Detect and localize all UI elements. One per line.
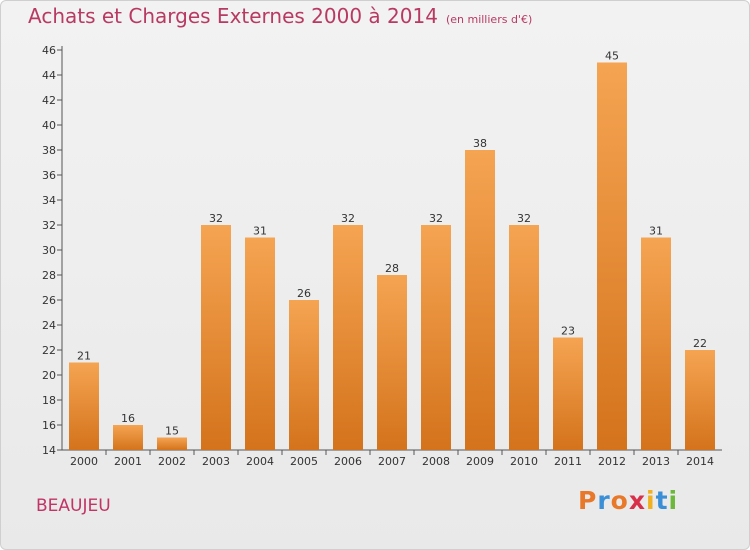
x-tick-label: 2009: [466, 455, 494, 468]
chart-title-text: Achats et Charges Externes 2000 à 2014: [28, 4, 438, 28]
y-tick-label: 36: [42, 169, 56, 182]
bar: [333, 225, 363, 450]
data-label: 32: [429, 212, 443, 225]
proxiti-logo: Proxiti: [578, 486, 678, 515]
x-tick-label: 2000: [70, 455, 98, 468]
data-label: 15: [165, 425, 179, 438]
x-tick-label: 2004: [246, 455, 274, 468]
data-label: 28: [385, 262, 399, 275]
y-tick-label: 18: [42, 394, 56, 407]
logo-letter: r: [597, 486, 611, 515]
y-tick-label: 28: [42, 269, 56, 282]
bar: [509, 225, 539, 450]
data-label: 26: [297, 287, 311, 300]
data-label: 21: [77, 350, 91, 363]
data-label: 45: [605, 50, 619, 63]
chart-unit-subtitle: (en milliers d'€): [445, 13, 533, 26]
bar: [69, 362, 99, 450]
bar: [377, 275, 407, 450]
logo-letter: x: [628, 486, 646, 515]
x-tick-label: 2003: [202, 455, 230, 468]
data-label: 32: [341, 212, 355, 225]
bar: [289, 300, 319, 450]
bar: [685, 350, 715, 450]
y-tick-label: 30: [42, 244, 56, 257]
y-tick-label: 14: [42, 444, 56, 457]
data-label: 32: [209, 212, 223, 225]
data-label: 31: [649, 225, 663, 238]
data-label: 32: [517, 212, 531, 225]
logo-letter: i: [668, 486, 679, 515]
x-tick-label: 2002: [158, 455, 186, 468]
y-tick-label: 44: [42, 69, 56, 82]
logo-letter: i: [646, 486, 656, 515]
x-tick-label: 2005: [290, 455, 318, 468]
x-tick-label: 2011: [554, 455, 582, 468]
logo-letter: o: [610, 486, 629, 515]
y-tick-label: 26: [42, 294, 56, 307]
y-tick-label: 24: [42, 319, 56, 332]
bar: [113, 425, 143, 450]
data-label: 23: [561, 325, 575, 338]
y-tick-label: 16: [42, 419, 56, 432]
data-label: 16: [121, 412, 135, 425]
bar: [553, 337, 583, 450]
bar: [465, 150, 495, 450]
x-tick-label: 2010: [510, 455, 538, 468]
y-tick-label: 34: [42, 194, 56, 207]
chart-title: Achats et Charges Externes 2000 à 2014 (e…: [28, 4, 532, 28]
bar: [201, 225, 231, 450]
y-tick-label: 40: [42, 119, 56, 132]
x-tick-label: 2013: [642, 455, 670, 468]
y-tick-label: 20: [42, 369, 56, 382]
logo-letter: t: [655, 486, 669, 515]
x-tick-label: 2006: [334, 455, 362, 468]
y-tick-label: 22: [42, 344, 56, 357]
data-label: 31: [253, 225, 267, 238]
y-tick-label: 42: [42, 94, 56, 107]
x-tick-label: 2014: [686, 455, 714, 468]
bar: [245, 237, 275, 450]
y-tick-label: 46: [42, 44, 56, 57]
data-label: 22: [693, 337, 707, 350]
y-tick-label: 32: [42, 219, 56, 232]
y-tick-label: 38: [42, 144, 56, 157]
x-tick-label: 2008: [422, 455, 450, 468]
logo-letter: P: [578, 486, 598, 515]
bar: [421, 225, 451, 450]
x-tick-label: 2007: [378, 455, 406, 468]
bar: [597, 62, 627, 450]
commune-name: BEAUJEU: [36, 496, 111, 516]
data-label: 38: [473, 137, 487, 150]
bar: [157, 437, 187, 450]
x-tick-label: 2001: [114, 455, 142, 468]
bar: [641, 237, 671, 450]
x-tick-label: 2012: [598, 455, 626, 468]
